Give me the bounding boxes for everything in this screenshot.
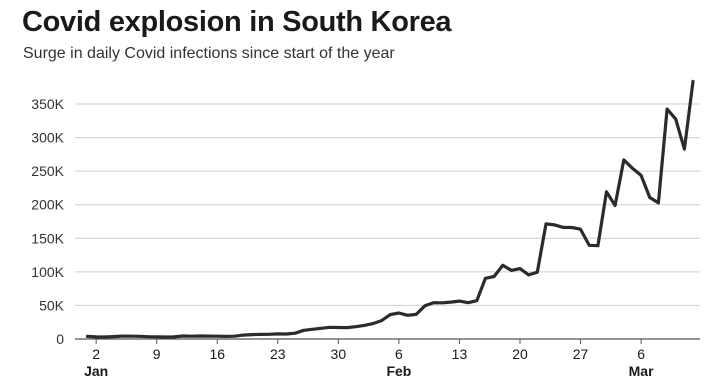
y-axis-ticks: 0 50K 100K 150K 200K 250K 300K 350K [31,96,64,347]
y-tick-label: 100K [31,264,64,280]
x-month-label: Jan [84,363,108,379]
x-month-label: Feb [386,363,411,379]
x-tick-label: 2 [92,346,100,362]
chart-title: Covid explosion in South Korea [22,6,452,38]
x-tick-label: 27 [573,346,589,362]
x-month-label: Mar [629,363,654,379]
gridlines [75,103,700,340]
daily-infections-line [85,79,695,339]
y-tick-label: 300K [31,130,64,146]
y-tick-label: 350K [31,96,64,112]
x-tick-label: 23 [270,346,286,362]
x-tick-label: 20 [512,346,528,362]
x-tick-label: 6 [395,346,403,362]
x-tick-label: 6 [637,346,645,362]
y-tick-label: 200K [31,197,64,213]
y-tick-label: 0 [56,331,64,347]
x-tick-label: 30 [331,346,347,362]
chart-subtitle: Surge in daily Covid infections since st… [23,45,395,62]
x-tick-label: 9 [153,346,161,362]
y-tick-label: 250K [31,163,64,179]
y-tick-label: 50K [39,297,65,313]
x-tick-label: 16 [209,346,225,362]
x-tick-label: 13 [452,346,468,362]
y-tick-label: 150K [31,230,64,246]
